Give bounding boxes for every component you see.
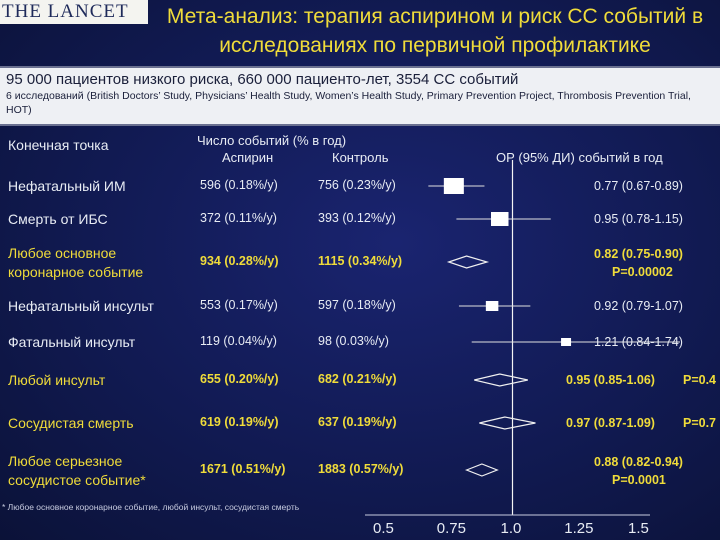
control-events: 637 (0.19%/y) xyxy=(318,415,397,429)
aspirin-events: 1671 (0.51%/y) xyxy=(200,462,286,476)
or-ci-text: 0.95 (0.78-1.15) xyxy=(594,212,683,226)
p-value: P=0.00002 xyxy=(612,265,673,279)
endpoint-label: Фатальный инсульт xyxy=(8,334,136,350)
x-tick-label: 1.25 xyxy=(564,520,594,537)
header-or: ОР (95% ДИ) событий в год xyxy=(496,150,663,165)
aspirin-events: 119 (0.04%/y) xyxy=(200,334,277,348)
aspirin-events: 596 (0.18%/y) xyxy=(200,178,278,192)
study-list: 6 исследований (British Doctors’ Study, … xyxy=(6,90,691,116)
x-tick-label: 0.5 xyxy=(373,520,394,537)
aspirin-events: 619 (0.19%/y) xyxy=(200,415,279,429)
control-events: 597 (0.18%/y) xyxy=(318,298,396,312)
endpoint-label: Нефатальный ИМ xyxy=(8,178,126,194)
or-ci-text: 0.88 (0.82-0.94) xyxy=(594,455,683,469)
control-events: 756 (0.23%/y) xyxy=(318,178,396,192)
or-ci-text: 0.97 (0.87-1.09) xyxy=(566,416,655,430)
control-events: 1115 (0.34%/y) xyxy=(318,254,403,268)
endpoint-label: Нефатальный инсульт xyxy=(8,298,154,314)
control-events: 1883 (0.57%/y) xyxy=(318,462,404,476)
endpoint-label: Любое серьезное сосудистое событие* xyxy=(8,453,146,488)
endpoint-label: Любое основное коронарное событие xyxy=(8,245,144,280)
point-estimate-box xyxy=(443,178,464,194)
slide-title: Мета-анализ: терапия аспирином и риск СС… xyxy=(166,5,704,57)
pooled-diamond xyxy=(474,373,528,387)
p-value: P=0.4 xyxy=(683,373,717,387)
control-events: 682 (0.21%/y) xyxy=(318,372,397,386)
control-events: 393 (0.12%/y) xyxy=(318,211,396,225)
aspirin-events: 372 (0.11%/y) xyxy=(200,211,277,225)
lancet-logo: THE LANCET xyxy=(0,0,148,24)
or-ci-text: 0.77 (0.67-0.89) xyxy=(594,179,683,193)
aspirin-events: 934 (0.28%/y) xyxy=(200,254,279,268)
point-estimate-box xyxy=(491,212,509,226)
control-events: 98 (0.03%/y) xyxy=(318,334,389,348)
endpoint-label: Смерть от ИБС xyxy=(8,211,108,227)
or-ci-text: 1.21 (0.84-1.74) xyxy=(594,335,683,349)
x-tick-label: 1.0 xyxy=(500,520,522,537)
header-endpoint: Конечная точка xyxy=(8,137,109,153)
or-ci-text: 0.92 (0.79-1.07) xyxy=(594,299,683,313)
aspirin-events: 655 (0.20%/y) xyxy=(200,372,279,386)
endpoint-label: Любой инсульт xyxy=(8,372,106,388)
header-events: Число событий (% в год) xyxy=(197,133,347,148)
or-ci-text: 0.95 (0.85-1.06) xyxy=(566,373,655,387)
p-value: P=0.0001 xyxy=(612,473,666,487)
pooled-diamond xyxy=(479,416,536,430)
or-ci-text: 0.82 (0.75-0.90) xyxy=(594,247,683,261)
header-aspirin: Аспирин xyxy=(222,150,274,165)
study-info-box: 95 000 пациентов низкого риска, 660 000 … xyxy=(0,66,720,126)
point-estimate-box xyxy=(485,301,499,311)
aspirin-events: 553 (0.17%/y) xyxy=(200,298,278,312)
endpoint-label: Сосудистая смерть xyxy=(8,415,134,431)
x-tick-label: 0.75 xyxy=(436,520,466,537)
footnote: * Любое основное коронарное событие, люб… xyxy=(2,502,300,512)
pooled-diamond xyxy=(446,255,490,269)
x-tick-label: 1.5 xyxy=(628,520,649,537)
point-estimate-box xyxy=(561,338,572,346)
study-summary: 95 000 пациентов низкого риска, 660 000 … xyxy=(6,71,519,88)
p-value: P=0.7 xyxy=(683,416,717,430)
header-control: Контроль xyxy=(332,150,389,165)
pooled-diamond xyxy=(464,463,499,477)
